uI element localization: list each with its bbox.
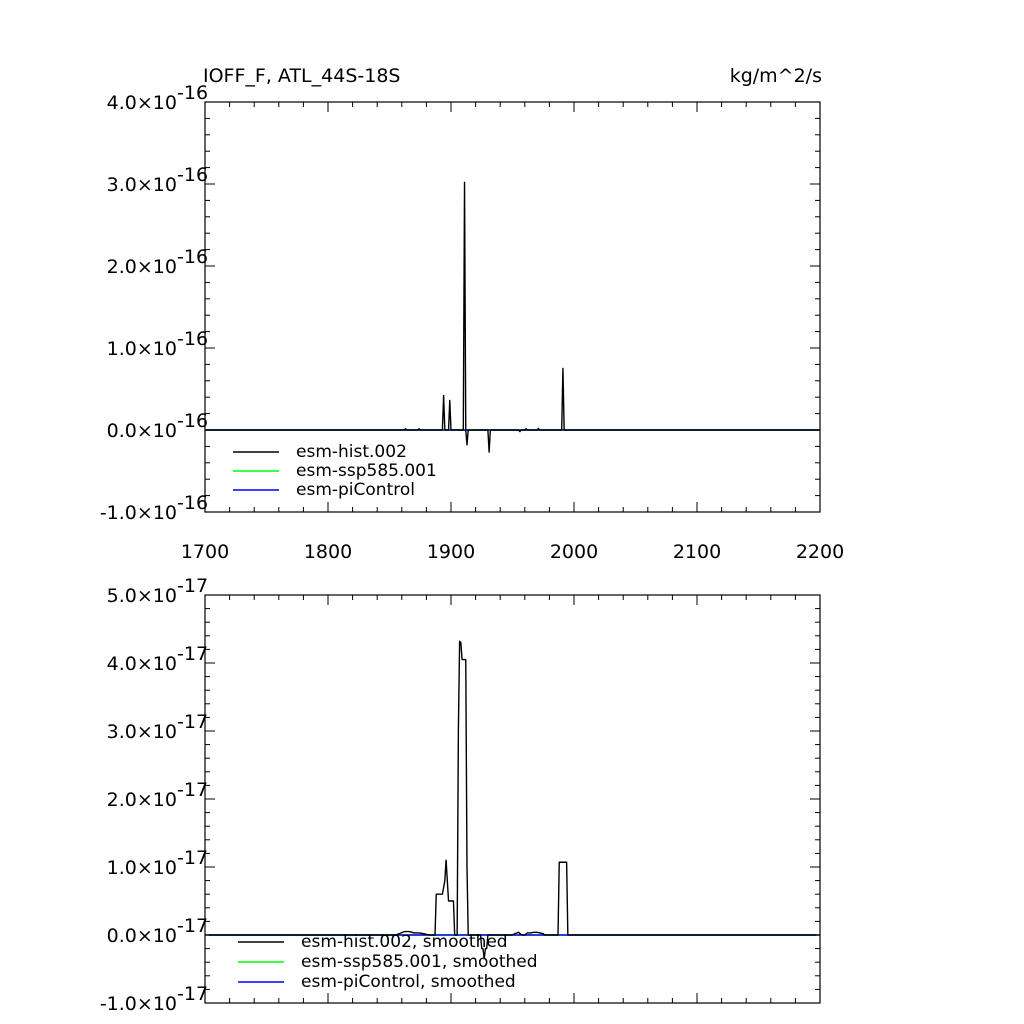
x-tick-label: 1800: [304, 541, 352, 563]
y-tick-label: -1.0×10: [100, 502, 177, 524]
y-tick-label: 1.0×10: [107, 338, 177, 360]
y-tick-exponent: -17: [177, 847, 208, 869]
legend-label: esm-hist.002: [296, 442, 407, 462]
y-tick-exponent: -17: [177, 915, 208, 937]
legend-label: esm-hist.002, smoothed: [301, 932, 508, 952]
y-tick-label: 4.0×10: [107, 92, 177, 114]
y-tick-exponent: -17: [177, 779, 208, 801]
y-tick-exponent: -16: [177, 328, 208, 350]
y-tick-exponent: -16: [177, 410, 208, 432]
series-line-0: [205, 640, 820, 960]
y-tick-exponent: -16: [177, 82, 208, 104]
chart-title: IOFF_F, ATL_44S-18S: [203, 65, 400, 87]
y-tick-label: 2.0×10: [107, 256, 177, 278]
y-tick-exponent: -16: [177, 246, 208, 268]
series-line-0: [205, 181, 820, 453]
legend-label: esm-ssp585.001, smoothed: [301, 952, 538, 972]
x-tick-label: 1900: [427, 541, 475, 563]
x-tick-label: 2000: [550, 541, 598, 563]
y-tick-label: 4.0×10: [107, 653, 177, 675]
plot-frame: [204, 101, 821, 513]
y-tick-label: 2.0×10: [107, 789, 177, 811]
y-tick-exponent: -17: [177, 983, 208, 1005]
y-tick-label: 3.0×10: [107, 174, 177, 196]
x-tick-label: 2100: [673, 541, 721, 563]
y-tick-exponent: -17: [177, 643, 208, 665]
top-panel: -1.0×10 -160.0×10 -161.0×10 -162.0×10 -163.0…: [100, 82, 844, 563]
x-tick-label: 2200: [796, 541, 844, 563]
y-tick-label: 1.0×10: [107, 857, 177, 879]
y-tick-label: 0.0×10: [107, 420, 177, 442]
y-tick-exponent: -16: [177, 164, 208, 186]
x-tick-label: 1700: [181, 541, 229, 563]
legend-label: esm-ssp585.001: [296, 461, 437, 481]
y-tick-label: 3.0×10: [107, 721, 177, 743]
units-label: kg/m^2/s: [730, 65, 822, 87]
plot-frame: [204, 594, 821, 1004]
y-tick-label: 0.0×10: [107, 925, 177, 947]
y-tick-label: 5.0×10: [107, 585, 177, 607]
y-tick-exponent: -17: [177, 711, 208, 733]
bottom-panel: -1.0×10 -170.0×10 -171.0×10 -172.0×10 -173.0…: [100, 575, 821, 1015]
y-tick-exponent: -17: [177, 575, 208, 597]
y-tick-label: -1.0×10: [100, 993, 177, 1015]
legend-label: esm-piControl: [296, 480, 415, 500]
legend-label: esm-piControl, smoothed: [301, 972, 516, 992]
y-tick-exponent: -16: [177, 492, 208, 514]
